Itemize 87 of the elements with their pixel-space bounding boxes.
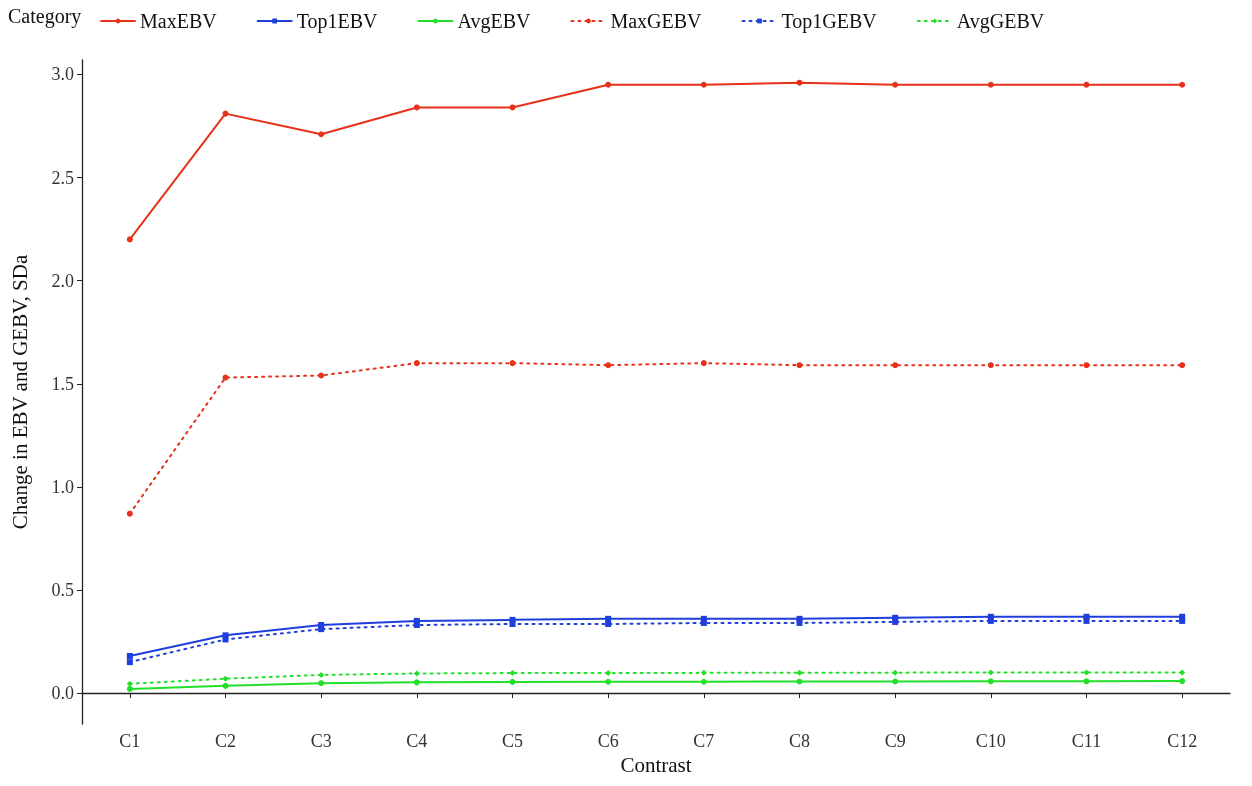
point [987, 362, 994, 369]
point [318, 680, 325, 687]
point [413, 104, 420, 111]
point [222, 636, 229, 643]
point [126, 680, 133, 687]
point [222, 675, 229, 682]
y-tick-label: 2.5 [51, 167, 74, 188]
point [126, 510, 133, 517]
point [413, 670, 420, 677]
y-axis-title: Change in EBV and GEBV, SDa [7, 254, 32, 530]
point [1083, 81, 1090, 88]
point [1179, 669, 1186, 676]
point [222, 682, 229, 689]
point [126, 652, 133, 659]
point [892, 678, 899, 685]
point [318, 131, 325, 138]
y-tick-label: 3.0 [51, 64, 74, 85]
legend-label: MaxGEBV [610, 10, 703, 32]
x-tick-label: C11 [1071, 731, 1102, 751]
point [1083, 669, 1090, 676]
x-tick-label: C6 [597, 731, 619, 751]
point [126, 659, 133, 666]
point [892, 81, 899, 88]
point [413, 360, 420, 367]
point [796, 678, 803, 685]
point [605, 678, 612, 685]
point [1179, 678, 1186, 685]
point [318, 626, 325, 633]
x-tick-label: C12 [1167, 731, 1198, 751]
point [509, 360, 516, 367]
point [796, 619, 803, 626]
y-tick-label: 0.5 [51, 579, 74, 600]
point [413, 679, 420, 686]
point [318, 372, 325, 379]
point [987, 81, 994, 88]
legend-label: MaxEBV [140, 10, 218, 32]
point [987, 617, 994, 624]
y-tick-label: 2.0 [51, 270, 74, 291]
point [605, 620, 612, 627]
legend-label: Top1GEBV [781, 10, 878, 33]
point [892, 669, 899, 676]
x-tick-label: C10 [975, 731, 1006, 751]
point [1083, 362, 1090, 369]
point [413, 622, 420, 629]
point [987, 678, 994, 685]
point [892, 362, 899, 369]
point [700, 669, 707, 676]
point [1083, 617, 1090, 624]
point [509, 670, 516, 677]
y-tick-label: 0.0 [51, 683, 74, 704]
x-tick-label: C3 [310, 731, 332, 751]
point [605, 362, 612, 369]
point [1083, 678, 1090, 685]
x-tick-label: C4 [406, 731, 428, 751]
point [700, 678, 707, 685]
point [796, 362, 803, 369]
point [700, 81, 707, 88]
point [318, 671, 325, 678]
legend-label: AvgGEBV [956, 10, 1045, 33]
legend-label: AvgEBV [457, 10, 531, 33]
x-axis-title: Contrast [620, 753, 692, 778]
point [509, 104, 516, 111]
x-tick-label: C7 [693, 731, 715, 751]
point [700, 360, 707, 367]
point [222, 374, 229, 381]
point [892, 618, 899, 625]
x-tick-label: C1 [119, 731, 141, 751]
point [509, 620, 516, 627]
point [700, 619, 707, 626]
point [605, 81, 612, 88]
y-tick-label: 1.5 [51, 373, 74, 394]
x-tick-label: C9 [884, 731, 906, 751]
x-tick-label: C5 [501, 731, 524, 751]
y-tick-label: 1.0 [51, 476, 74, 497]
point [987, 669, 994, 676]
point [1179, 362, 1186, 369]
point [796, 669, 803, 676]
legend-label: Top1EBV [296, 10, 379, 33]
point [509, 678, 516, 685]
point [1179, 81, 1186, 88]
point [1179, 617, 1186, 624]
legend-title: Category [8, 5, 82, 28]
x-tick-label: C8 [788, 731, 811, 751]
point [126, 685, 133, 692]
x-tick-label: C2 [214, 731, 237, 751]
point [126, 236, 133, 243]
point [605, 670, 612, 677]
